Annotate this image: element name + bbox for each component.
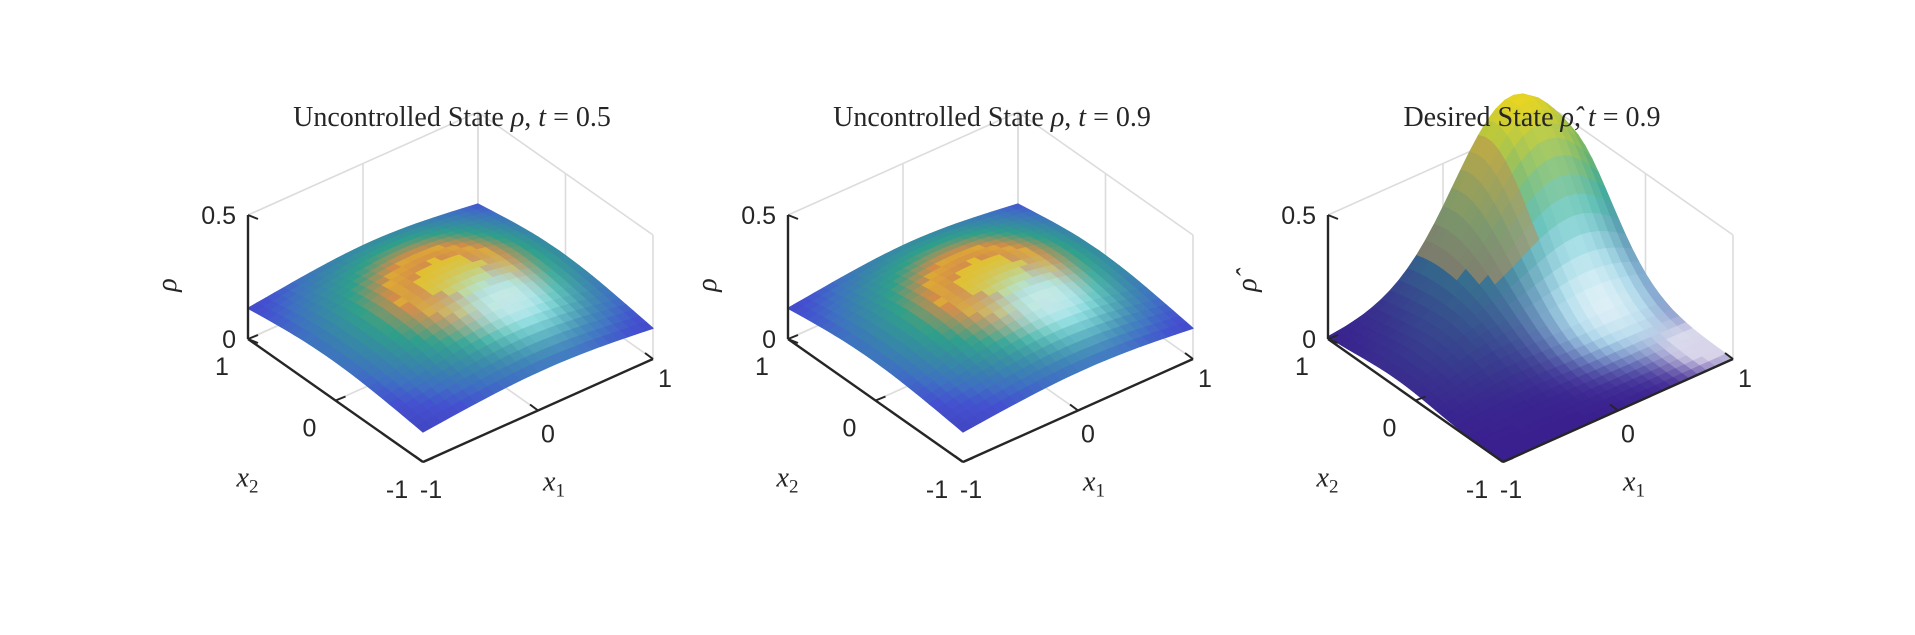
z-tick-label: 0.5 [201, 202, 236, 230]
z-tick [1327, 338, 1339, 344]
x2-tick [422, 457, 434, 463]
x1-tick-label: 0 [541, 421, 555, 449]
z-tick [787, 214, 799, 220]
x1-axis-label: x1 [542, 467, 565, 502]
panel-title: Uncontrolled State ρ, t = 0.5 [293, 102, 611, 133]
x1-tick [1724, 352, 1734, 360]
z-axis-label: ρ [692, 278, 723, 292]
panel-title: Desired State ρ̂, t = 0.9 [1403, 102, 1660, 133]
x1-tick [1609, 403, 1619, 412]
x1-tick [1184, 352, 1194, 360]
x2-tick [1502, 457, 1514, 463]
x1-tick-label: 0 [1621, 421, 1635, 449]
x2-tick [1327, 334, 1339, 340]
x1-tick [1069, 403, 1079, 412]
z-tick-label: 0 [222, 326, 236, 354]
x2-tick [787, 334, 799, 340]
x2-tick-label: -1 [1466, 476, 1488, 504]
surface-mesh [247, 203, 654, 433]
z-tick-label: 0 [1302, 326, 1316, 354]
x2-tick-label: 1 [1295, 353, 1309, 381]
z-axis-label: ρ̂ [1232, 267, 1263, 292]
x1-tick [954, 455, 964, 463]
z-tick-label: 0.5 [1281, 202, 1316, 230]
x2-tick [335, 395, 346, 402]
x1-tick [644, 352, 654, 360]
z-tick-label: 0.5 [741, 202, 776, 230]
x1-tick-label: 1 [1738, 365, 1752, 393]
x2-tick [247, 334, 259, 340]
panel-title: Uncontrolled State ρ, t = 0.9 [833, 102, 1151, 133]
x1-tick-label: 0 [1081, 421, 1095, 449]
z-axis-label: ρ [152, 278, 183, 292]
x2-tick [875, 395, 886, 402]
x1-tick-label: -1 [960, 476, 982, 504]
x1-tick-label: 1 [1198, 365, 1212, 393]
x2-tick [1415, 395, 1426, 402]
z-tick [247, 214, 259, 220]
x1-tick-label: -1 [1500, 476, 1522, 504]
x1-tick [414, 455, 424, 463]
z-tick [1327, 214, 1339, 220]
x2-axis-label: x2 [236, 463, 259, 498]
z-tick [247, 338, 259, 344]
x2-tick-label: 0 [1383, 415, 1397, 443]
x2-tick-label: 0 [843, 415, 857, 443]
x2-axis-label: x2 [776, 463, 799, 498]
x2-tick-label: -1 [386, 476, 408, 504]
z-tick [787, 338, 799, 344]
z-tick-label: 0 [762, 326, 776, 354]
x1-tick-label: -1 [420, 476, 442, 504]
x2-tick [962, 457, 974, 463]
x1-tick [1494, 455, 1504, 463]
surface-mesh [1327, 93, 1734, 463]
x2-tick-label: 1 [215, 353, 229, 381]
x2-tick-label: 0 [303, 415, 317, 443]
x1-tick-label: 1 [658, 365, 672, 393]
x2-axis-label: x2 [1316, 463, 1339, 498]
x2-tick-label: 1 [755, 353, 769, 381]
x1-tick [529, 403, 539, 412]
x2-tick-label: -1 [926, 476, 948, 504]
x1-axis-label: x1 [1622, 467, 1645, 502]
x1-axis-label: x1 [1082, 467, 1105, 502]
surface-mesh [787, 203, 1194, 433]
